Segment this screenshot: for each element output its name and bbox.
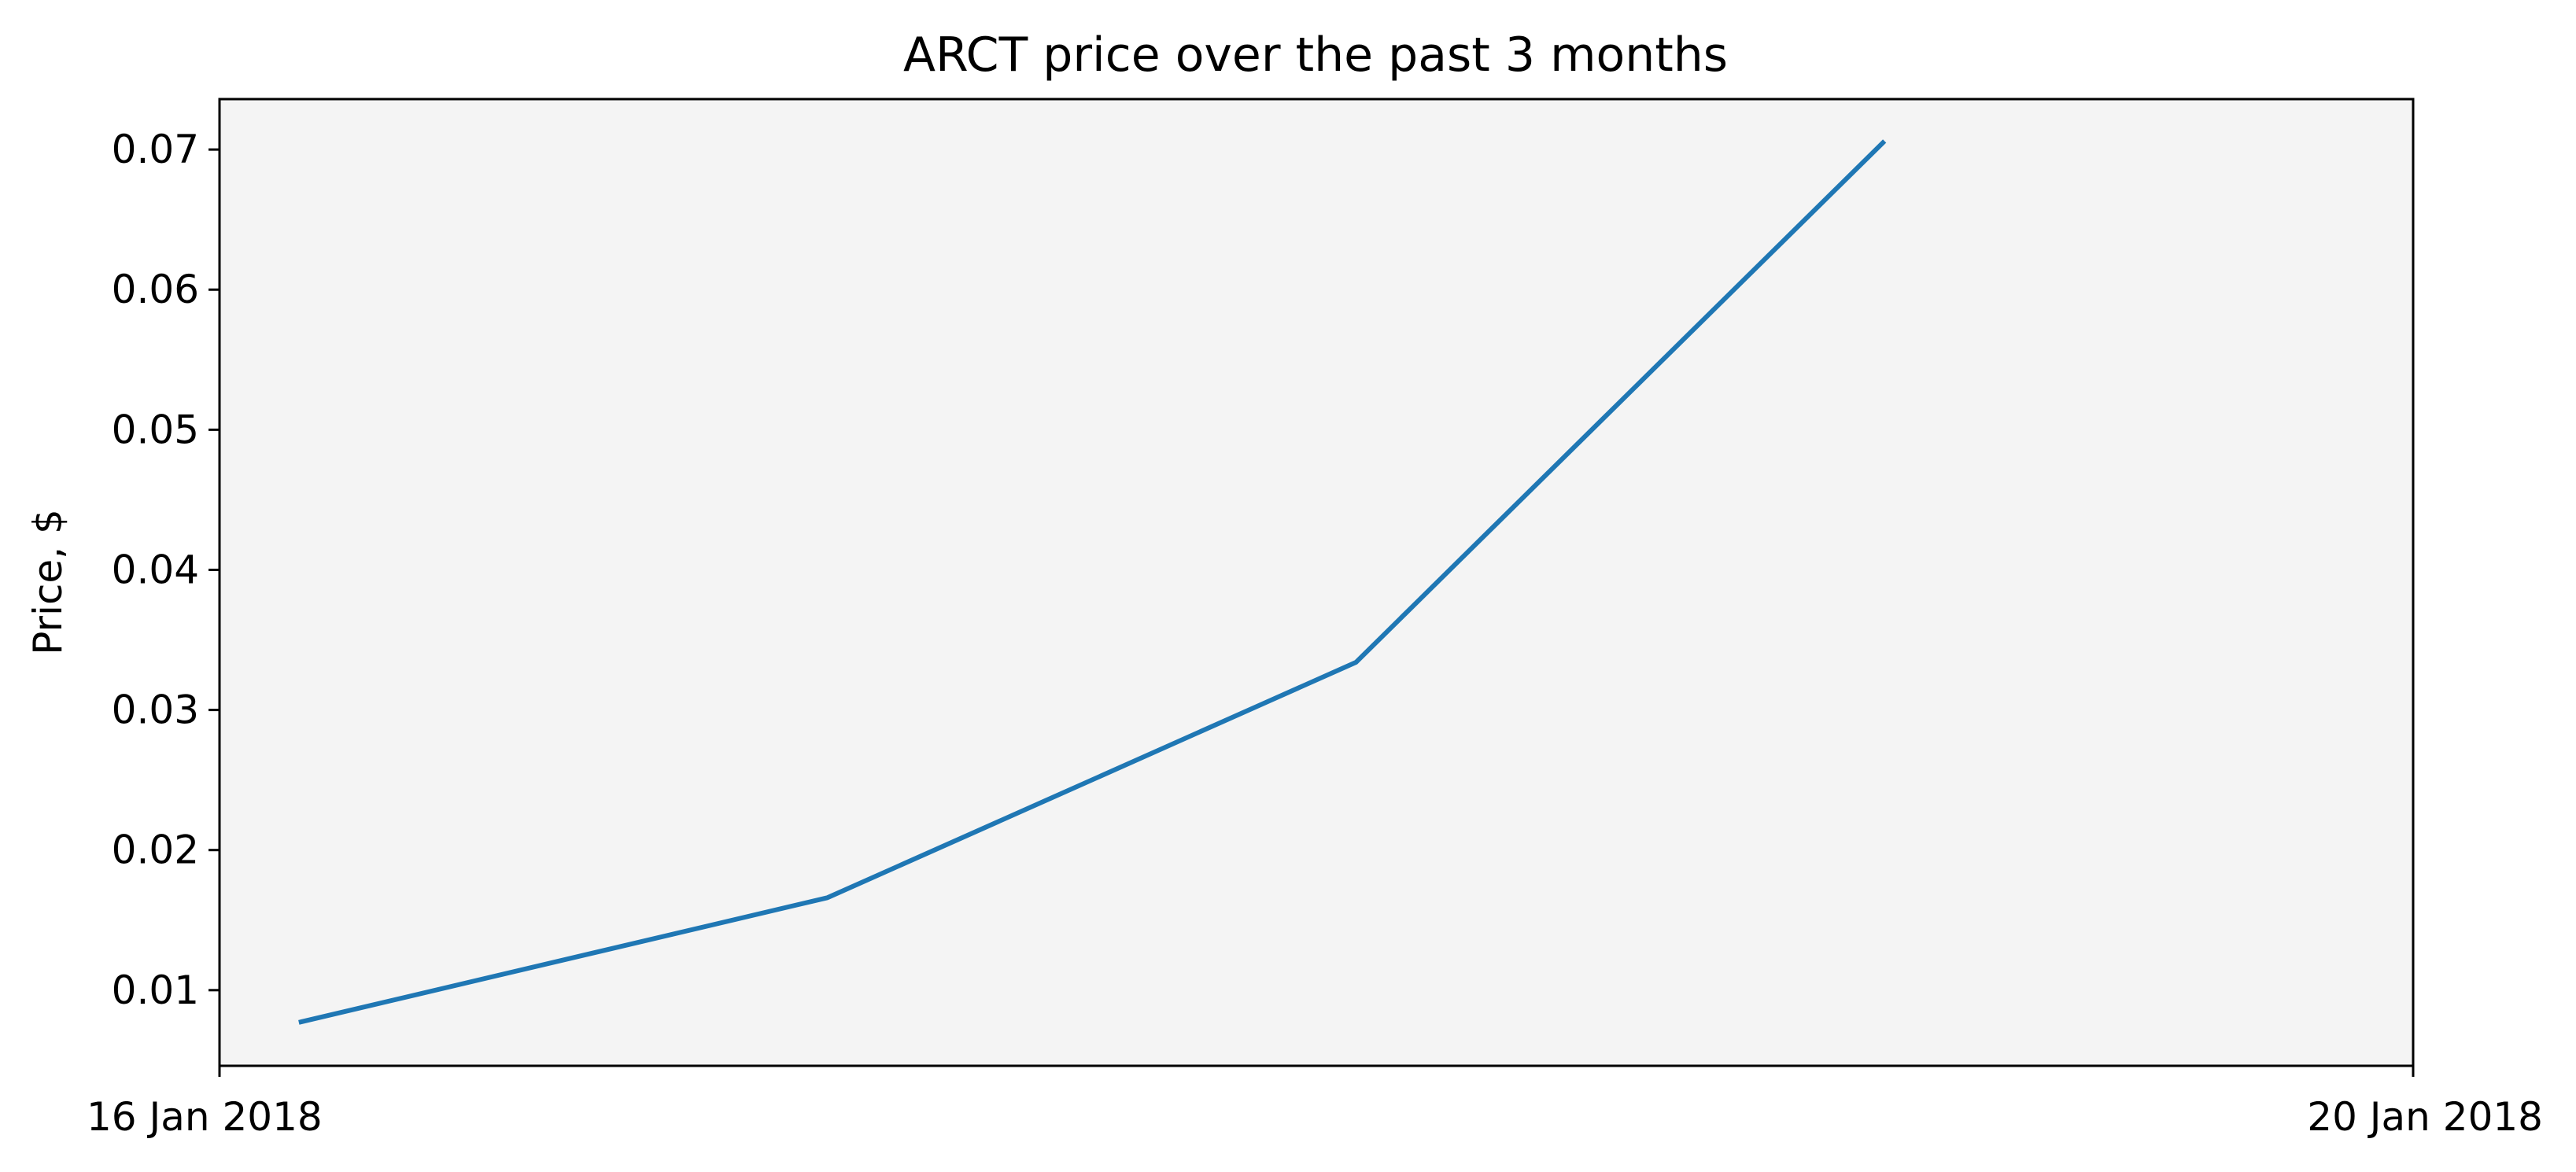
y-tick-label: 0.02 — [112, 827, 199, 873]
y-tick-label: 0.01 — [112, 967, 199, 1013]
y-axis-label: Price, $ — [25, 509, 71, 655]
series-line — [298, 139, 1887, 1025]
y-tick-label: 0.04 — [112, 547, 199, 592]
x-axis-ticks: 16 Jan 2018 20 Jan 2018 — [87, 1066, 2543, 1140]
x-tick-label: 20 Jan 2018 — [2307, 1094, 2543, 1140]
y-axis-ticks: 0.01 0.02 0.03 0.04 0.05 0.06 0.07 — [112, 127, 220, 1013]
y-tick-label: 0.06 — [112, 267, 199, 312]
y-tick-label: 0.07 — [112, 127, 199, 172]
plot-area — [220, 99, 2413, 1066]
plot-frame — [218, 98, 2415, 1067]
x-tick-label: 16 Jan 2018 — [87, 1094, 323, 1140]
y-tick-label: 0.03 — [112, 687, 199, 733]
chart-title: ARCT price over the past 3 months — [903, 28, 1728, 83]
y-tick-label: 0.05 — [112, 407, 199, 452]
